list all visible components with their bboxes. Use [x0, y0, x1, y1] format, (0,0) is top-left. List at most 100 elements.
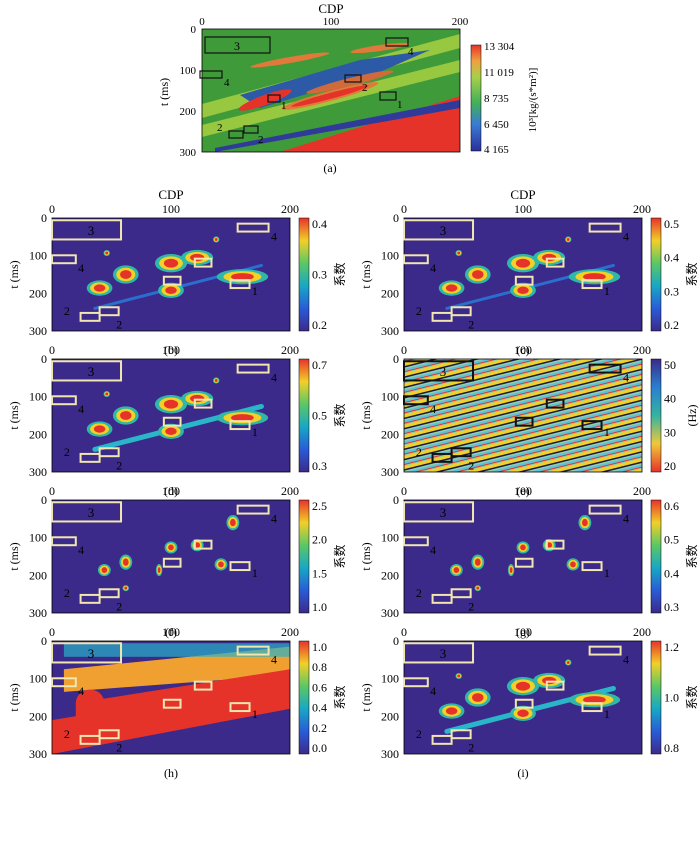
panel-g-box [403, 501, 475, 523]
panel-e-xtick: 0 [401, 343, 407, 357]
panel-i-blob-core [445, 707, 458, 715]
panel-h-xtick: 0 [49, 625, 55, 639]
panel-a-cb-tick-3: 6 450 [484, 119, 509, 131]
panel-i-colorbar [650, 640, 662, 755]
panel-i-blob-core [517, 709, 529, 717]
panel-h-cb-tick: 0.2 [312, 721, 327, 735]
panel-i-ytick: 300 [381, 747, 399, 761]
panel-f-box [98, 588, 120, 599]
panel-h: 3 4 4 1 2 2 0 100 200 0 100 200 300 t (ms) 1.0 0.8 0.6 0.… [7, 625, 347, 780]
panel-a-plot-area [202, 29, 460, 152]
panel-f-ytick: 100 [29, 531, 47, 545]
panel-b-ytick: 100 [29, 249, 47, 263]
panel-d-box-label: 3 [88, 364, 95, 379]
panel-i-xtick: 0 [401, 625, 407, 639]
panel-a-box-label-1a: 1 [281, 100, 287, 112]
panel-c-frame [403, 217, 643, 332]
panel-a-box-label-2b: 2 [258, 134, 264, 146]
panel-f-blob-core [230, 518, 236, 527]
panel-a-xtick-2: 200 [452, 16, 469, 28]
panel-b-blob-core [214, 238, 218, 241]
panel-i-box-label: 3 [440, 646, 447, 661]
panel-d-box-label: 1 [252, 425, 258, 439]
panel-h-cb-tick: 0.4 [312, 701, 327, 715]
panel-b-caption: (b) [164, 343, 178, 357]
panel-h-cb-tick: 0.6 [312, 680, 327, 694]
panel-g-xtick: 100 [514, 484, 532, 498]
panel-c-box [403, 254, 429, 265]
panel-e-cb-tick: 40 [664, 392, 676, 406]
panel-h-box-label: 4 [271, 653, 277, 667]
panel-c-xlabel: CDP [510, 187, 535, 202]
panel-g-box-label: 1 [604, 566, 610, 580]
panel-b: 3 4 4 1 2 2 CDP 0 100 200 0 100 200 300 t (ms) 0.4 0.3 0.… [7, 187, 347, 357]
panel-d-cb-tick: 0.5 [312, 409, 327, 423]
panel-f-cb-tick: 2.0 [312, 533, 327, 547]
panel-g-box-label: 2 [416, 586, 422, 600]
panel-c-box-label: 3 [440, 223, 447, 238]
panel-g-cb-tick: 0.5 [664, 533, 679, 547]
panel-f-blob-core [124, 586, 128, 590]
panel-b-ylabel: t (ms) [7, 260, 21, 288]
panel-c-box-label: 1 [604, 284, 610, 298]
panel-i-blob-core [472, 693, 484, 702]
panel-i-xtick: 100 [514, 625, 532, 639]
panel-a-colorbar [470, 44, 482, 152]
panel-i-blob-core [566, 661, 570, 664]
panel-c-xtick: 200 [633, 202, 651, 216]
panel-f-cb-tick: 1.0 [312, 600, 327, 614]
panel-e-box-label: 4 [623, 371, 629, 385]
panel-c-box [588, 222, 622, 233]
panel-g-box [588, 504, 622, 515]
panel-f-box [51, 536, 77, 547]
panel-f-colorbar [298, 499, 310, 614]
panel-b-blob-core [163, 258, 179, 268]
panel-b-box [51, 254, 77, 265]
panel-i: 3 4 4 1 2 2 0 100 200 0 100 200 300 t (ms) 1.2 1.0 0.8 系数… [359, 625, 699, 780]
panel-h-box [51, 677, 77, 688]
panel-f-box [229, 561, 251, 572]
panel-i-box [403, 642, 475, 664]
panel-f-caption: (f) [165, 625, 177, 639]
panel-i-box-label: 4 [623, 653, 629, 667]
panel-c-box [514, 275, 534, 286]
panel-h-xtick: 100 [162, 625, 180, 639]
panel-g-cb-tick: 0.4 [664, 566, 679, 580]
panel-f-ylabel: t (ms) [7, 542, 21, 570]
panel-h-box-label: 2 [116, 741, 122, 755]
panel-f-box-label: 2 [64, 586, 70, 600]
panel-i-box-label: 2 [468, 741, 474, 755]
panel-d-box [193, 398, 213, 409]
panel-f-blob-core [168, 544, 174, 551]
panel-g-ylabel: t (ms) [359, 542, 373, 570]
panel-i-cb-tick: 1.2 [664, 640, 679, 654]
panel-c-blob-core [566, 238, 570, 241]
panel-d-caption: (d) [164, 484, 178, 498]
panel-e-ytick: 200 [381, 427, 399, 441]
panel-h-ylabel: t (ms) [7, 683, 21, 711]
panel-g-colorbar [650, 499, 662, 614]
panel-e-ytick: 0 [393, 352, 399, 366]
panel-c: 3 4 4 1 2 2 CDP 0 100 200 0 100 200 300 t (ms) 0.5 0.4 0.… [359, 187, 699, 357]
panel-h-cb-tick: 0.0 [312, 741, 327, 755]
panel-h-colorbar [298, 640, 310, 755]
panel-c-xtick: 0 [401, 202, 407, 216]
panel-b-ytick: 0 [41, 211, 47, 225]
panel-d-box [51, 395, 77, 406]
panel-i-box-label: 4 [430, 684, 436, 698]
panel-c-cb-tick: 0.3 [664, 284, 679, 298]
panel-i-box-label: 1 [604, 707, 610, 721]
panel-e-box-label: 2 [416, 445, 422, 459]
panel-e-xtick: 200 [633, 343, 651, 357]
panel-g-box [450, 588, 472, 599]
panel-a-xlabel: CDP [318, 1, 343, 16]
panel-e-box-label: 4 [430, 402, 436, 416]
panel-b-box-label: 4 [78, 261, 84, 275]
panel-a-box-label-3: 3 [234, 39, 240, 53]
panel-g-xtick: 200 [633, 484, 651, 498]
panel-f-blob-core [122, 558, 129, 566]
panel-g-box-label: 2 [468, 600, 474, 614]
panel-b-xtick: 100 [162, 202, 180, 216]
